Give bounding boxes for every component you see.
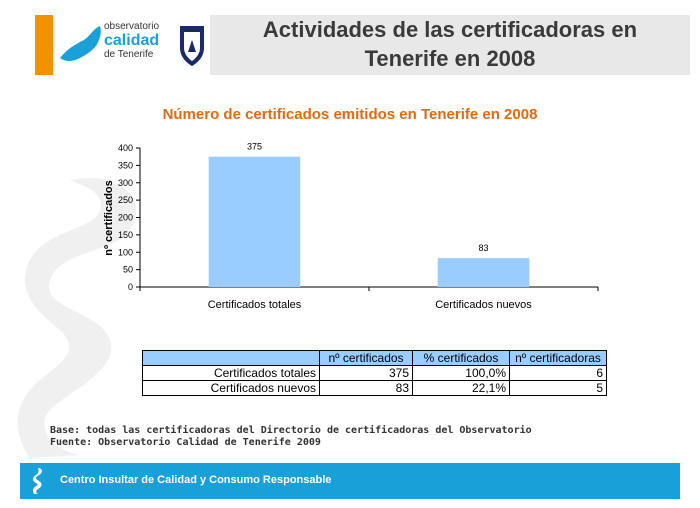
coat-of-arms-icon — [180, 26, 204, 66]
table-row: Certificados totales 375 100,0% 6 — [142, 365, 607, 381]
data-table: nº certificados % certificados nº certif… — [142, 350, 607, 396]
logo-line1: observatorio — [104, 21, 160, 32]
logo-wordmark: observatorio calidad de Tenerife — [104, 22, 159, 60]
footer-text: Centro Insultar de Calidad y Consumo Res… — [60, 474, 332, 486]
y-tick-label: 100 — [118, 247, 133, 257]
bar — [437, 258, 530, 287]
table-cell: 100,0% — [412, 365, 510, 381]
accent-bar — [35, 15, 53, 75]
header-title-box: Actividades de las certificadoras en Ten… — [210, 15, 690, 75]
swirl-logo-icon — [32, 468, 42, 494]
page-title: Actividades de las certificadoras en Ten… — [262, 17, 638, 71]
data-label: 375 — [247, 142, 262, 152]
table-header-row: nº certificados % certificados nº certif… — [142, 350, 607, 366]
table-header-cell: nº certificados — [319, 350, 413, 366]
note-source: Fuente: Observatorio Calidad de Tenerife… — [50, 437, 321, 448]
table-cell: 375 — [319, 365, 413, 381]
y-axis-label: nº certificados — [103, 180, 115, 256]
table-cell: 83 — [319, 380, 413, 396]
table-header-cell — [142, 350, 320, 366]
x-tick-label: Certificados nuevos — [435, 299, 532, 311]
logo-line2: calidad — [104, 32, 160, 49]
y-tick-label: 0 — [128, 282, 133, 292]
chart-title: Número de certificados emitidos en Tener… — [162, 106, 538, 123]
y-tick-label: 150 — [118, 230, 133, 240]
bar — [208, 156, 301, 287]
table-cell: 22,1% — [412, 380, 510, 396]
table-cell: 6 — [509, 365, 607, 381]
table-cell: 5 — [509, 380, 607, 396]
footer-bar: Centro Insultar de Calidad y Consumo Res… — [20, 463, 680, 499]
y-tick-label: 50 — [123, 265, 133, 275]
y-tick-label: 300 — [118, 178, 133, 188]
table-header-cell: % certificados — [412, 350, 510, 366]
x-tick-label: Certificados totales — [208, 299, 302, 311]
table-row: Certificados nuevos 83 22,1% 5 — [142, 380, 607, 396]
table-header-cell: nº certificadoras — [509, 350, 607, 366]
island-logo-icon — [60, 26, 204, 66]
table-cell: Certificados totales — [142, 365, 320, 381]
bar-chart: nº certificados 0 50 100 150 200 250 300 350 400… — [103, 142, 599, 311]
notes: Base: todas las certificadoras del Direc… — [50, 425, 532, 449]
y-tick-label: 400 — [118, 143, 133, 153]
background-swirl-icon — [17, 178, 137, 458]
data-label: 83 — [478, 243, 488, 253]
y-tick-label: 200 — [118, 213, 133, 223]
y-tick-label: 350 — [118, 160, 133, 170]
table-cell: Certificados nuevos — [142, 380, 320, 396]
note-base: Base: todas las certificadoras del Direc… — [50, 425, 532, 436]
logo-line3: de Tenerife — [104, 49, 154, 60]
y-tick-label: 250 — [118, 195, 133, 205]
